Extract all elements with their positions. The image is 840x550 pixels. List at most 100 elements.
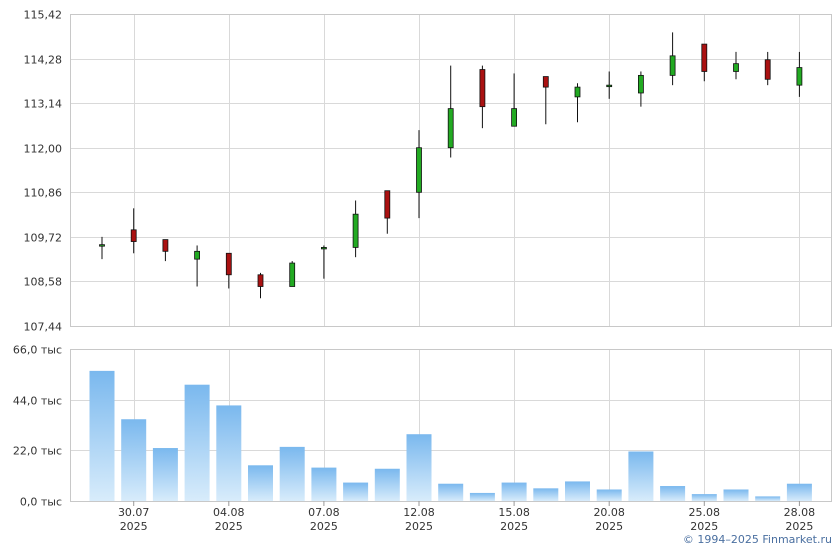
volume-bar (660, 486, 686, 501)
candle-body (289, 262, 296, 287)
price-tick-label: 112,00 (24, 143, 63, 156)
candle-body (416, 147, 422, 193)
candle (447, 65, 454, 158)
candle (574, 83, 581, 123)
price-tick-label: 108,58 (24, 276, 63, 289)
volume-bar (533, 488, 559, 501)
candle (352, 200, 359, 258)
candle-body (542, 76, 549, 88)
candle-body (130, 229, 137, 242)
volume-bar (279, 446, 305, 501)
candle-body (669, 55, 676, 76)
volume-tick-label: 66,0 тыс (13, 344, 62, 357)
candle (701, 43, 708, 82)
price-tick-label: 113,14 (24, 98, 63, 111)
volume-bar (184, 384, 210, 501)
candle (130, 208, 137, 254)
candle-body (764, 59, 771, 80)
candle (669, 32, 676, 86)
candle-body (352, 213, 359, 248)
candle (542, 76, 549, 125)
x-tick-label-year: 2025 (215, 520, 243, 533)
x-tick-label-year: 2025 (310, 520, 338, 533)
candle-body (194, 250, 201, 260)
price-tick-label: 109,72 (24, 232, 63, 245)
volume-bar (311, 467, 337, 501)
volume-bar (691, 494, 717, 501)
candle (638, 71, 644, 107)
volume-bar (406, 434, 432, 501)
candle-body (511, 108, 518, 127)
volume-tick-label: 0,0 тыс (20, 496, 62, 509)
volume-bar (501, 482, 527, 501)
volume-tick-label: 44,0 тыс (13, 395, 62, 408)
candle (162, 239, 169, 262)
candle-body (320, 247, 327, 250)
price-tick-label: 115,42 (24, 9, 63, 22)
candle (511, 73, 518, 127)
volume-frame (70, 349, 832, 502)
x-tick-label-year: 2025 (405, 520, 433, 533)
candle-body (733, 63, 739, 72)
candle-body (99, 244, 105, 247)
volume-bar (786, 483, 812, 501)
volume-bar (438, 483, 464, 501)
candle (764, 51, 771, 86)
price-tick-label: 110,86 (24, 187, 63, 200)
x-tick-label-date: 28.08 (784, 506, 816, 519)
candle-body (796, 67, 803, 86)
volume-bar (596, 489, 622, 501)
candle-body (384, 190, 391, 219)
x-tick-label-date: 15.08 (498, 506, 530, 519)
volume-bar (121, 419, 147, 501)
candle-body (225, 252, 232, 276)
price-tick-label: 114,28 (24, 54, 63, 67)
price-panel: 115,42 114,28 113,14 112,00 110,86 109,72 108,… (24, 9, 832, 334)
x-tick-label-year: 2025 (690, 520, 718, 533)
x-tick-label-year: 2025 (785, 520, 813, 533)
candle (606, 71, 613, 99)
candle (289, 261, 296, 287)
x-tick-label-year: 2025 (120, 520, 148, 533)
candle-body (701, 43, 708, 72)
copyright-text: © 1994–2025 Finmarket.ru (682, 533, 832, 546)
price-frame (70, 14, 832, 327)
candle (99, 236, 105, 260)
candle (194, 245, 201, 287)
candle-body (638, 74, 644, 94)
candle (416, 130, 422, 219)
volume-bar (628, 451, 654, 501)
price-tick-label: 107,44 (24, 321, 63, 334)
volume-bar (152, 448, 178, 501)
candle (733, 51, 739, 80)
candle-body (479, 69, 486, 108)
volume-panel: 66,0 тыс 44,0 тыс 22,0 тыс 0,0 тыс (13, 344, 832, 509)
candle-body (606, 84, 613, 88)
candle (384, 190, 391, 234)
volume-bar (216, 405, 242, 501)
candle (320, 245, 327, 279)
volume-bar (89, 370, 115, 501)
candle (257, 272, 264, 299)
candle-body (257, 274, 264, 287)
candle-body (447, 108, 454, 149)
candle-body (162, 239, 169, 252)
volume-bar (248, 465, 273, 501)
volume-tick-label: 22,0 тыс (13, 445, 62, 458)
x-tick-label-date: 20.08 (593, 506, 625, 519)
x-tick-label-date: 25.08 (689, 506, 721, 519)
volume-bar (343, 482, 369, 501)
x-tick-label-year: 2025 (595, 520, 623, 533)
volume-bar (723, 489, 749, 501)
volume-bar (755, 496, 781, 501)
candle (225, 252, 232, 289)
x-tick-label-date: 07.08 (308, 506, 340, 519)
x-tick-label-date: 12.08 (403, 506, 435, 519)
x-tick-label-date: 04.08 (213, 506, 245, 519)
candle-body (574, 86, 581, 98)
candle (479, 65, 486, 129)
x-tick-label-date: 30.07 (118, 506, 150, 519)
volume-bar (374, 468, 400, 501)
volume-bar (565, 481, 590, 501)
